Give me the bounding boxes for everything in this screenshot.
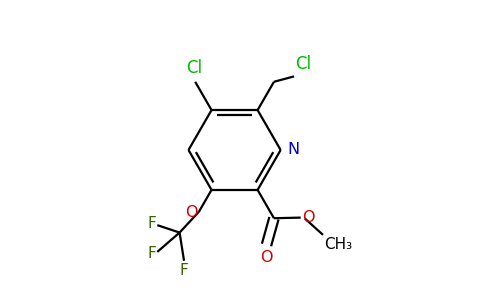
Text: F: F <box>147 246 156 261</box>
Text: N: N <box>287 142 299 157</box>
Text: Cl: Cl <box>186 59 202 77</box>
Text: O: O <box>260 250 273 265</box>
Text: O: O <box>302 209 315 224</box>
Text: Cl: Cl <box>296 56 312 74</box>
Text: F: F <box>147 216 156 231</box>
Text: CH₃: CH₃ <box>324 237 352 252</box>
Text: O: O <box>185 205 197 220</box>
Text: F: F <box>180 263 188 278</box>
